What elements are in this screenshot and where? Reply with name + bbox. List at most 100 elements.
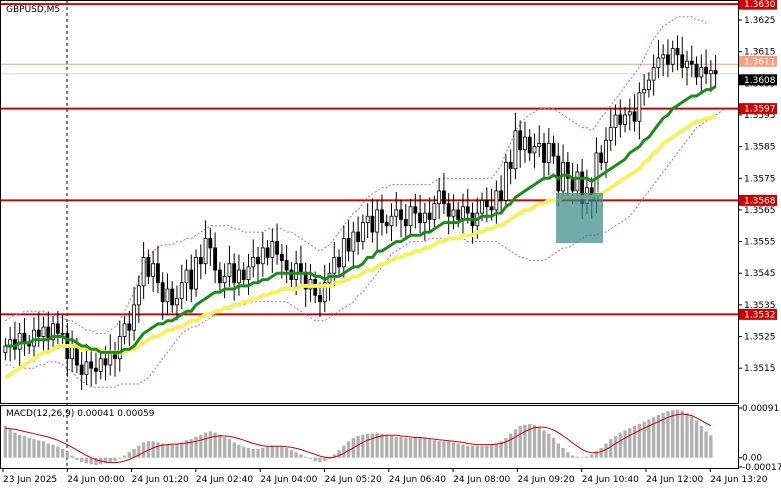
macd-histogram-bar <box>280 446 284 458</box>
level-label-box <box>739 103 777 115</box>
y-axis-tick-label: 1.3615 <box>744 48 776 58</box>
candle-body <box>351 231 356 252</box>
candle-body <box>604 139 608 163</box>
macd-histogram-bar <box>237 444 241 458</box>
macd-histogram-bar <box>94 457 98 465</box>
candle-body <box>499 190 504 201</box>
x-axis-tick-label: 24 Jun 08:00 <box>453 475 510 485</box>
macd-histogram-bar <box>389 435 394 458</box>
macd-histogram-bar <box>213 432 217 458</box>
macd-y-axis-tick-label: -0.00017 <box>742 463 781 473</box>
candle-body <box>565 162 570 179</box>
macd-histogram-bar <box>327 457 332 459</box>
macd-histogram-bar <box>203 432 208 458</box>
candle-body <box>699 67 704 78</box>
macd-histogram-bar <box>304 456 308 458</box>
candle-body <box>227 263 232 277</box>
candle-body <box>332 256 337 274</box>
candle-body <box>337 256 341 268</box>
candle-body <box>523 136 527 151</box>
y-axis-tick-label: 1.3535 <box>744 301 776 311</box>
macd-histogram-bar <box>132 448 136 458</box>
macd-histogram-bar <box>547 433 551 458</box>
price-panel-frame <box>0 0 739 404</box>
macd-histogram-bar <box>451 442 456 458</box>
candle-body <box>160 282 165 303</box>
macd-histogram-bar <box>647 419 651 458</box>
candle-body <box>556 155 561 192</box>
macd-histogram-bar <box>227 439 232 458</box>
macd-histogram-bar <box>570 455 575 458</box>
candle-body <box>675 48 680 56</box>
y-axis-tick-label: 1.3625 <box>744 16 776 26</box>
candle-body <box>127 323 132 331</box>
macd-histogram-bar <box>141 442 146 458</box>
candle-body <box>94 367 98 372</box>
candle-body <box>60 332 65 335</box>
candle-body <box>365 215 370 223</box>
candle-body <box>294 263 299 280</box>
macd-histogram-bar <box>137 445 141 458</box>
candle-body <box>542 143 546 163</box>
macd-histogram-bar <box>313 457 317 461</box>
candle-body <box>661 54 666 59</box>
macd-histogram-bar <box>394 436 398 458</box>
macd-histogram-bar <box>294 452 298 458</box>
macd-histogram-bar <box>170 444 174 458</box>
candle-body <box>132 304 137 331</box>
macd-histogram-bar <box>56 446 60 458</box>
candle-body <box>432 203 437 220</box>
macd-histogram-bar <box>461 444 465 458</box>
macd-histogram-bar <box>680 410 684 458</box>
candle-body <box>503 162 508 201</box>
macd-histogram-bar <box>37 440 41 458</box>
macd-histogram-bar <box>261 447 265 458</box>
x-axis-tick-label: 24 Jun 00:00 <box>67 475 124 485</box>
candle-body <box>175 298 179 306</box>
candle-body <box>184 269 189 284</box>
macd-histogram-bar <box>208 431 213 458</box>
candle-body <box>241 269 246 280</box>
candle-body <box>608 127 613 141</box>
y-axis-tick-label: 1.3595 <box>744 111 776 121</box>
candle-body <box>441 190 446 204</box>
x-axis-tick-label: 24 Jun 13:20 <box>710 475 767 485</box>
y-axis-tick-label: 1.3585 <box>744 143 776 153</box>
macd-histogram-bar <box>318 457 322 463</box>
macd-histogram-bar <box>275 445 279 458</box>
candle-body <box>642 89 647 94</box>
macd-histogram-bar <box>489 444 494 458</box>
candle-body <box>198 256 203 265</box>
bid-label-box <box>739 74 777 86</box>
x-axis-tick-label: 24 Jun 12:00 <box>646 475 703 485</box>
candle-body <box>256 256 260 265</box>
candle-body <box>170 288 175 306</box>
macd-histogram-bar <box>566 452 570 458</box>
candle-body <box>408 206 413 227</box>
candle-body <box>289 269 294 280</box>
candle-body <box>451 209 456 217</box>
macd-histogram-bar <box>499 441 503 458</box>
macd-histogram-bar <box>8 429 12 458</box>
candle-body <box>360 222 365 242</box>
candle-body <box>41 326 46 337</box>
macd-histogram-bar <box>79 457 84 463</box>
macd-histogram-bar <box>675 409 680 458</box>
macd-histogram-bar <box>599 447 603 458</box>
macd-histogram-bar <box>528 423 532 458</box>
candle-body <box>394 209 399 217</box>
candle-body <box>637 92 642 122</box>
y-axis-tick-label: 1.3515 <box>744 364 776 374</box>
macd-histogram-bar <box>175 443 179 458</box>
x-axis-tick-label: 24 Jun 10:40 <box>582 475 639 485</box>
candle-body <box>217 269 222 284</box>
candle-body <box>79 364 84 375</box>
candle-body <box>203 238 208 265</box>
macd-histogram-bar <box>585 456 589 458</box>
candle-body <box>403 219 408 227</box>
macd-histogram-bar <box>594 451 599 458</box>
x-axis-tick-label: 24 Jun 01:20 <box>132 475 189 485</box>
macd-histogram-bar <box>189 439 193 458</box>
candle-body <box>341 238 346 268</box>
candle-body <box>346 238 351 252</box>
